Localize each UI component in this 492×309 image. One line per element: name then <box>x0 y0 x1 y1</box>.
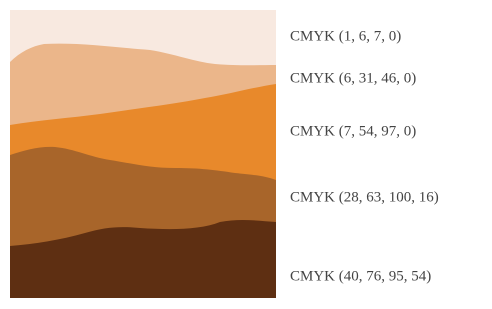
swatch-label: CMYK (1, 6, 7, 0) <box>290 28 401 44</box>
swatch-label: CMYK (6, 31, 46, 0) <box>290 70 416 86</box>
swatch-label: CMYK (7, 54, 97, 0) <box>290 123 416 139</box>
palette-illustration: CMYK (1, 6, 7, 0) CMYK (6, 31, 46, 0) CM… <box>0 0 492 309</box>
swatch-label: CMYK (28, 63, 100, 16) <box>290 189 439 205</box>
swatch-label: CMYK (40, 76, 95, 54) <box>290 268 431 284</box>
page: CMYK (1, 6, 7, 0) CMYK (6, 31, 46, 0) CM… <box>0 0 492 309</box>
